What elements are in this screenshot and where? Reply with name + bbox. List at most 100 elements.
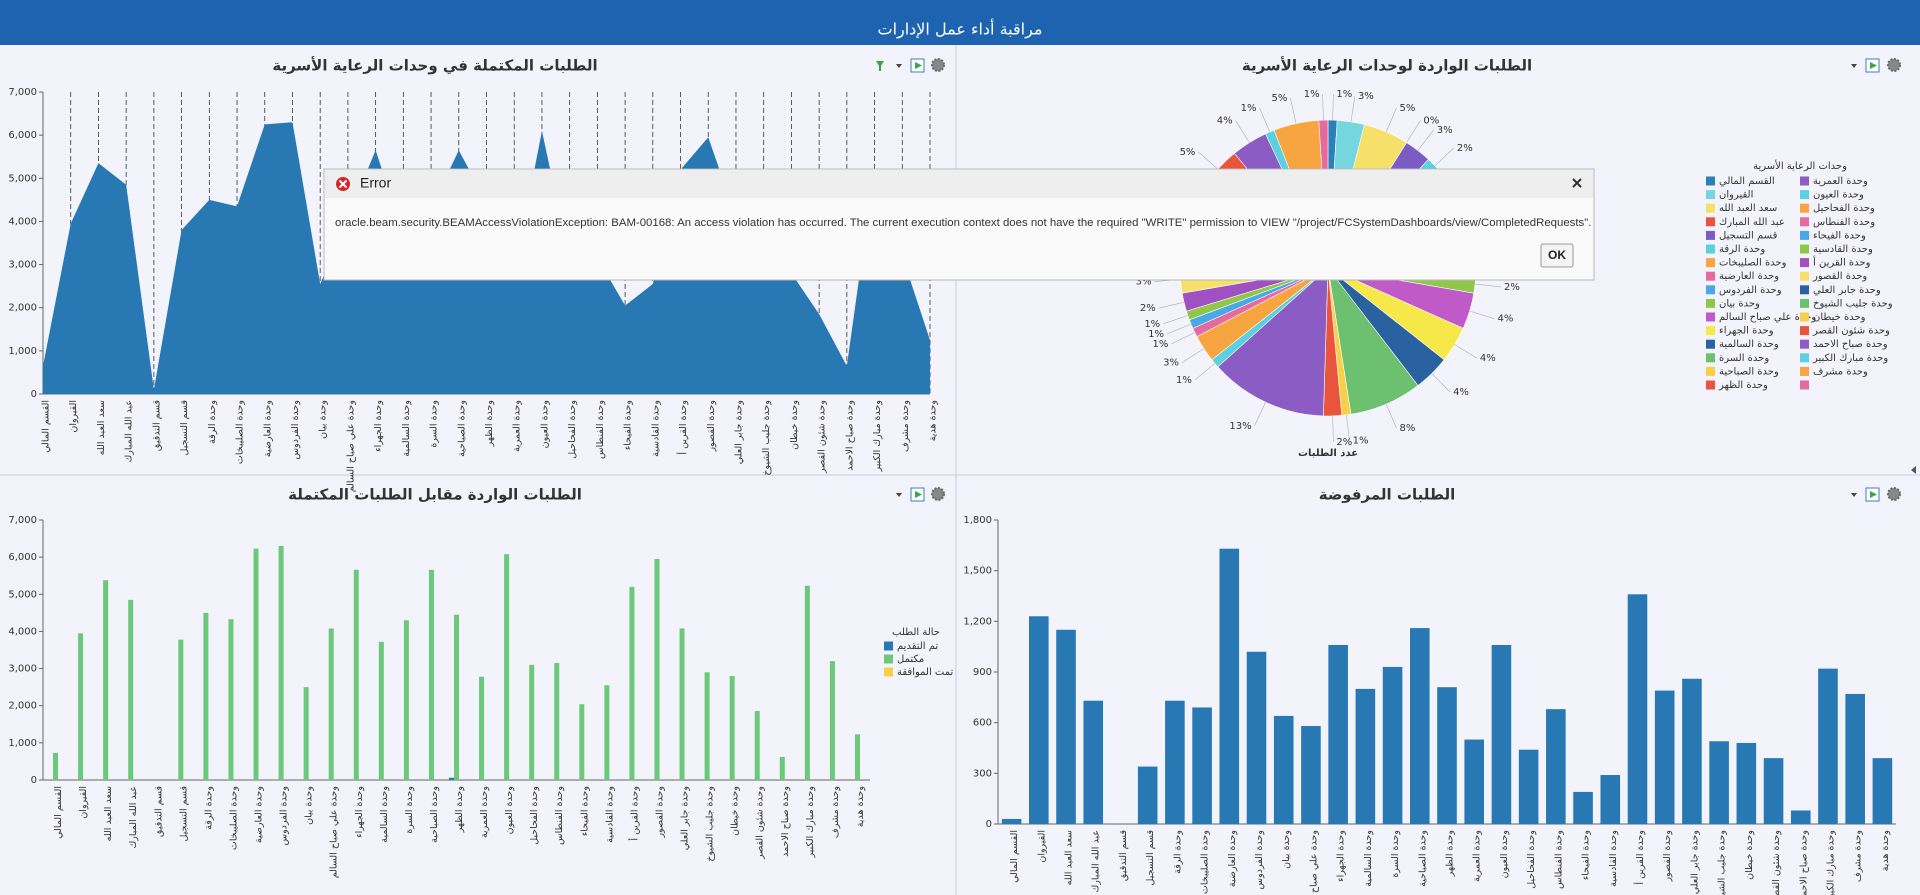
bar bbox=[554, 663, 560, 780]
x-tick-label: وحدة السرة bbox=[1390, 830, 1401, 878]
x-tick-label: قسم التدقيق bbox=[1118, 830, 1129, 881]
bar bbox=[403, 620, 409, 780]
x-tick-label: وحدة صباح الاحمد bbox=[844, 400, 855, 471]
label-leader bbox=[1385, 403, 1397, 429]
legend-label: وحدة مشرف bbox=[1813, 366, 1868, 377]
legend-swatch bbox=[1800, 312, 1809, 322]
panel-title: الطلبات المكتملة في وحدات الرعاية الأسري… bbox=[272, 57, 597, 75]
legend-swatch bbox=[1800, 285, 1809, 295]
x-tick-label: وحدة جابر العلي bbox=[733, 400, 744, 464]
label-leader bbox=[1166, 323, 1192, 335]
settings-icon[interactable] bbox=[931, 58, 945, 72]
legend-label: تم التقديم bbox=[897, 641, 938, 652]
play-glyph bbox=[915, 491, 922, 498]
panel-title: الطلبات الواردة لوحدات الرعاية الأسرية bbox=[1242, 57, 1532, 75]
x-tick-label: وحدة جابر العلي bbox=[1689, 830, 1700, 894]
legend-swatch bbox=[1706, 366, 1715, 376]
pie-label: 4% bbox=[1217, 116, 1233, 127]
pie-label: 3% bbox=[1437, 125, 1453, 136]
legend-swatch bbox=[1706, 339, 1715, 349]
bar bbox=[1763, 758, 1784, 824]
x-tick-label: قسم التسجيل bbox=[178, 786, 189, 841]
x-tick-label: وحدة علي صباح السالم bbox=[1308, 830, 1319, 895]
x-tick-label: عبد الله المبارك bbox=[124, 400, 135, 463]
legend-swatch bbox=[1800, 366, 1809, 376]
x-tick-label: وحدة الجهراء bbox=[373, 400, 384, 452]
bar bbox=[1627, 594, 1648, 824]
label-leader bbox=[1194, 363, 1215, 381]
menu-arrow[interactable] bbox=[1851, 64, 1857, 68]
settings-icon[interactable] bbox=[931, 487, 945, 501]
legend-label: وحدة الرقة bbox=[1719, 244, 1765, 255]
settings-icon[interactable] bbox=[1887, 487, 1901, 501]
bar bbox=[1001, 818, 1022, 824]
legend-swatch bbox=[884, 641, 893, 651]
pie-label: 1% bbox=[1153, 339, 1169, 350]
toolbar bbox=[1851, 58, 1901, 73]
x-tick-label: القيروان bbox=[68, 400, 79, 433]
label-leader bbox=[1158, 301, 1185, 309]
x-tick-label: وحدة صباح الاحمد bbox=[780, 786, 791, 857]
x-tick-label: وحدة جليب الشيوخ bbox=[705, 786, 716, 862]
x-tick-label: وحدة جليب الشيوخ bbox=[1717, 830, 1728, 895]
menu-arrow[interactable] bbox=[896, 493, 902, 497]
pie-label: 4% bbox=[1453, 387, 1469, 398]
ok-button-label[interactable]: OK bbox=[1548, 248, 1566, 262]
pie-label: 3% bbox=[1358, 91, 1374, 102]
side-collapse[interactable] bbox=[1911, 466, 1916, 474]
legend-label: عبد الله المبارك bbox=[1719, 217, 1785, 228]
x-tick-label: وحدة السرة bbox=[404, 786, 415, 834]
label-leader bbox=[1322, 94, 1324, 121]
x-tick-label: وحدة العارضية bbox=[262, 400, 273, 457]
x-tick-label: وحدة مشرف bbox=[900, 400, 911, 452]
legend-label: وحدة الصباحية bbox=[1719, 366, 1779, 377]
x-tick-label: وحدة العمرية bbox=[512, 400, 523, 452]
bar bbox=[78, 633, 84, 780]
x-tick-label: وحدة السالمية bbox=[401, 400, 412, 457]
legend-title: وحدات الرعاية الأسرية bbox=[1753, 159, 1847, 172]
x-tick-label: وحدة بيان bbox=[1281, 830, 1292, 869]
bar bbox=[1709, 741, 1729, 824]
x-tick-label: وحدة القادسية bbox=[650, 400, 661, 457]
bar bbox=[1246, 651, 1267, 824]
x-tick-label: وحدة خيطان bbox=[1744, 830, 1755, 880]
bar bbox=[1409, 628, 1430, 824]
bar bbox=[1464, 739, 1485, 824]
y-tick-label: 900 bbox=[973, 667, 992, 678]
y-tick-label: 1,800 bbox=[963, 515, 992, 526]
y-tick-label: 0 bbox=[31, 775, 37, 786]
header-bar bbox=[0, 0, 1920, 45]
x-tick-label: وحدة علي صباح السالم bbox=[329, 786, 340, 878]
legend-swatch bbox=[1706, 353, 1715, 363]
x-tick-label: وحدة القصور bbox=[1662, 830, 1673, 883]
y-tick-label: 4,000 bbox=[8, 626, 37, 637]
x-tick-label: وحدة مشرف bbox=[830, 786, 841, 838]
x-tick-label: وحدة الصباحية bbox=[456, 400, 467, 457]
x-tick-label: وحدة السالمية bbox=[379, 786, 390, 843]
x-tick-label: وحدة شئون القصر bbox=[755, 786, 766, 860]
legend-swatch bbox=[1800, 217, 1809, 227]
pie-label: 1% bbox=[1336, 89, 1352, 100]
menu-arrow[interactable] bbox=[1851, 493, 1857, 497]
label-leader bbox=[1434, 147, 1455, 167]
x-tick-label: القسم المالي bbox=[53, 786, 64, 839]
x-tick-label: وحدة العارضية bbox=[1227, 830, 1238, 887]
menu-arrow[interactable] bbox=[896, 64, 902, 68]
y-tick-label: 3,000 bbox=[8, 260, 37, 271]
legend-swatch bbox=[1800, 244, 1809, 254]
pie-label: 1% bbox=[1148, 329, 1164, 340]
legend-swatch bbox=[1800, 203, 1809, 213]
y-tick-label: 2,000 bbox=[8, 701, 37, 712]
filter-icon[interactable] bbox=[876, 61, 884, 71]
bar bbox=[228, 619, 234, 780]
label-leader bbox=[1332, 415, 1334, 442]
bar bbox=[629, 586, 635, 780]
ok-button[interactable] bbox=[1540, 243, 1574, 268]
dialog-close[interactable] bbox=[1572, 178, 1582, 188]
x-tick-label: القيروان bbox=[78, 786, 89, 819]
legend-label: وحدة شئون القصر bbox=[1812, 326, 1890, 337]
legend-label: وحدة بيان bbox=[1719, 298, 1760, 309]
settings-icon[interactable] bbox=[1887, 58, 1901, 72]
bar bbox=[328, 628, 334, 780]
